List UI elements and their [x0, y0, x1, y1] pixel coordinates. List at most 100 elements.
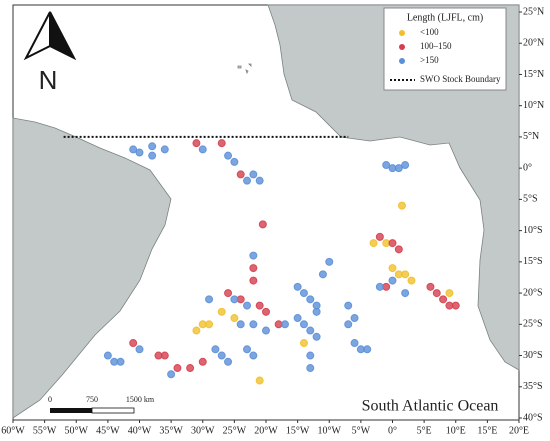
catch-point: [198, 145, 207, 154]
catch-point: [299, 339, 308, 348]
catch-point: [401, 289, 410, 298]
catch-point: [375, 232, 384, 241]
catch-point: [129, 339, 138, 348]
catch-point: [217, 351, 226, 360]
catch-point: [103, 351, 112, 360]
legend-label: <100: [420, 27, 439, 37]
catch-point: [363, 345, 372, 354]
catch-point: [451, 301, 460, 310]
x-tick-label: 10°E: [446, 425, 466, 436]
y-tick-label: 40°S: [523, 412, 543, 423]
legend-marker: [399, 44, 405, 50]
y-tick-label: 30°S: [523, 350, 543, 361]
x-tick-label: 35°W: [159, 425, 183, 436]
scale-label: 750: [86, 395, 98, 404]
catch-point: [249, 264, 258, 273]
catch-point: [280, 320, 289, 329]
catch-point: [401, 270, 410, 279]
y-tick-label: 20°N: [523, 38, 544, 49]
catch-point: [249, 276, 258, 285]
catch-point: [249, 320, 258, 329]
y-tick-label: 15°S: [523, 256, 543, 267]
catch-point: [306, 326, 315, 335]
catch-point: [325, 257, 334, 266]
catch-point: [230, 314, 239, 323]
x-tick-label: 0°: [388, 425, 397, 436]
scale-label: 1500 km: [126, 395, 155, 404]
catch-point: [375, 282, 384, 291]
catch-point: [388, 264, 397, 273]
catch-point: [148, 151, 157, 160]
catch-point: [167, 370, 176, 379]
x-tick-label: 60°W: [1, 425, 25, 436]
catch-point: [249, 170, 258, 179]
catch-point: [243, 176, 252, 185]
y-tick-label: 25°N: [523, 6, 544, 17]
x-tick-label: 40°W: [128, 425, 152, 436]
x-tick-label: 20°E: [509, 425, 529, 436]
catch-point: [350, 314, 359, 323]
catch-point: [306, 295, 315, 304]
legend-label: 100–150: [420, 41, 452, 51]
x-tick-label: 25°W: [223, 425, 247, 436]
catch-point: [186, 364, 195, 373]
legend-title: Length (LJFL, cm): [407, 12, 483, 23]
catch-point: [154, 351, 163, 360]
catch-point: [160, 145, 169, 154]
catch-point: [388, 276, 397, 285]
catch-point: [236, 320, 245, 329]
y-tick-label: 10°N: [523, 100, 544, 111]
catch-point: [255, 301, 264, 310]
catch-point: [173, 364, 182, 373]
x-tick-label: 5°W: [352, 425, 371, 436]
x-tick-label: 50°W: [65, 425, 89, 436]
catch-point: [312, 307, 321, 316]
x-tick-label: 45°W: [96, 425, 120, 436]
catch-point: [224, 357, 233, 366]
catch-point: [205, 295, 214, 304]
catch-point: [262, 307, 270, 316]
catch-point: [344, 301, 353, 310]
catch-point: [293, 314, 302, 323]
legend-label: SWO Stock Boundary: [420, 74, 501, 84]
catch-point: [445, 289, 454, 298]
legend-box: [383, 7, 507, 91]
catch-point: [306, 364, 315, 373]
legend-marker: [399, 30, 405, 36]
scale-black: [50, 408, 92, 413]
legend-marker: [399, 58, 405, 64]
catch-point: [388, 239, 397, 248]
y-tick-label: 20°S: [523, 287, 543, 298]
catch-point: [116, 357, 125, 366]
catch-point: [243, 345, 252, 354]
cape-verde: [237, 63, 252, 75]
catch-point: [192, 326, 201, 335]
catch-point: [382, 161, 391, 170]
catch-point: [350, 339, 359, 348]
x-tick-label: 20°W: [254, 425, 278, 436]
south-america: [12, 117, 172, 419]
scale-bar: 0 750 1500 km: [48, 395, 155, 414]
legend-label: >150: [420, 55, 439, 65]
catch-point: [407, 276, 416, 285]
catch-point: [262, 326, 270, 335]
compass-right: [49, 11, 77, 61]
catch-point: [249, 251, 258, 260]
y-tick-label: 0°: [523, 162, 532, 173]
y-tick-label: 25°S: [523, 319, 543, 330]
catch-point: [439, 295, 448, 304]
catch-point: [243, 301, 252, 310]
catch-point: [255, 376, 264, 385]
catch-point: [211, 345, 220, 354]
catch-point: [432, 289, 441, 298]
catch-point: [318, 270, 327, 279]
catch-point: [426, 282, 435, 291]
catch-point: [306, 351, 315, 360]
catch-point: [217, 139, 226, 148]
catch-point: [230, 295, 239, 304]
catch-point: [312, 332, 321, 341]
catch-point: [344, 320, 353, 329]
y-tick-label: 35°S: [523, 381, 543, 392]
x-tick-label: 15°E: [477, 425, 497, 436]
